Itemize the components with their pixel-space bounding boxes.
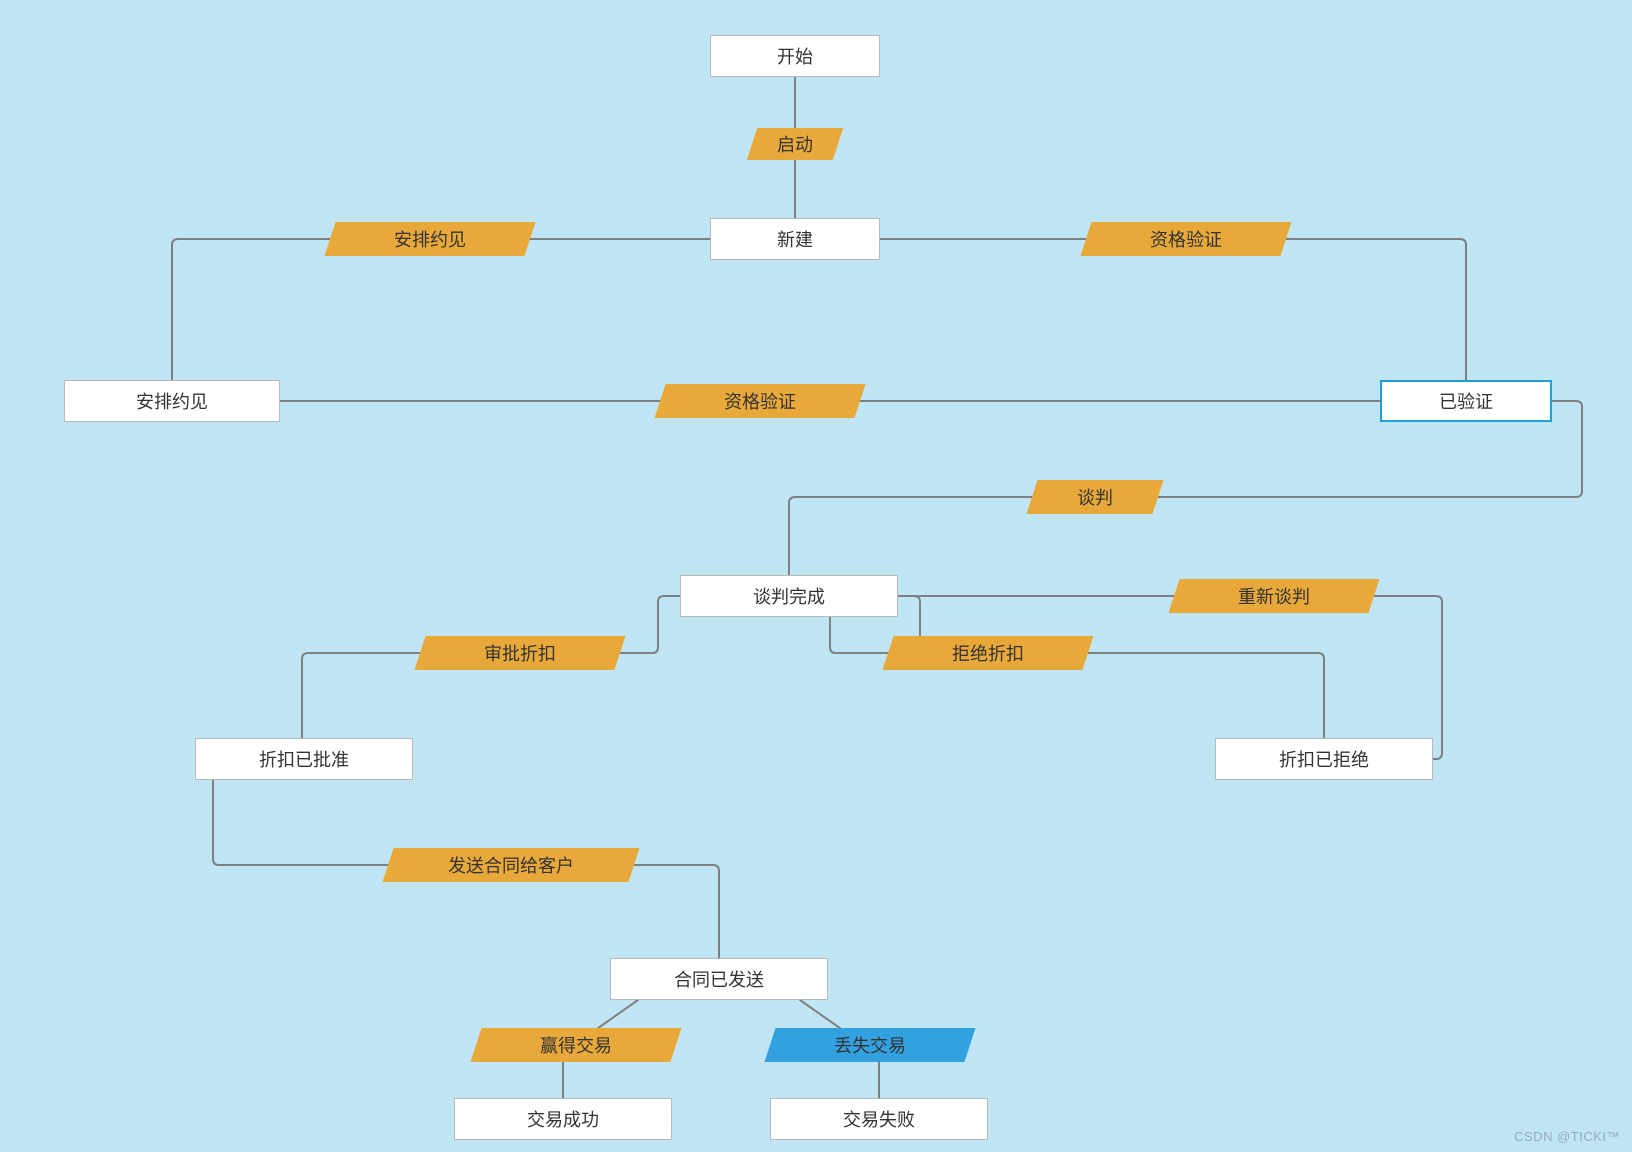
node-label: 合同已发送 — [674, 966, 764, 992]
node-label: 开始 — [777, 43, 813, 69]
transition-t_qualify2[interactable]: 资格验证 — [654, 384, 865, 418]
node-label: 安排约见 — [136, 388, 208, 414]
node-disc_rejected[interactable]: 折扣已拒绝 — [1215, 738, 1433, 780]
node-neg_done[interactable]: 谈判完成 — [680, 575, 898, 617]
transition-label: 资格验证 — [1150, 226, 1222, 252]
watermark-text: CSDN @TICKI™ — [1514, 1129, 1620, 1144]
transition-t_negotiate[interactable]: 谈判 — [1026, 480, 1163, 514]
node-label: 已验证 — [1439, 388, 1493, 414]
transition-t_reneg[interactable]: 重新谈判 — [1168, 579, 1379, 613]
transition-t_win[interactable]: 赢得交易 — [470, 1028, 681, 1062]
transition-t_launch[interactable]: 启动 — [747, 128, 843, 160]
transition-label: 安排约见 — [394, 226, 466, 252]
node-deal_won[interactable]: 交易成功 — [454, 1098, 672, 1140]
transition-label: 启动 — [777, 131, 813, 157]
transition-t_lose[interactable]: 丢失交易 — [764, 1028, 975, 1062]
transition-t_send[interactable]: 发送合同给客户 — [382, 848, 639, 882]
flowchart-canvas: CSDN @TICKI™ 启动安排约见资格验证资格验证谈判审批折扣拒绝折扣重新谈… — [0, 0, 1632, 1152]
transition-label: 发送合同给客户 — [448, 852, 574, 878]
node-label: 折扣已批准 — [259, 746, 349, 772]
transition-label: 重新谈判 — [1238, 583, 1310, 609]
transition-t_qualify1[interactable]: 资格验证 — [1080, 222, 1291, 256]
node-label: 新建 — [777, 226, 813, 252]
node-label: 交易成功 — [527, 1106, 599, 1132]
node-disc_approved[interactable]: 折扣已批准 — [195, 738, 413, 780]
transition-label: 谈判 — [1077, 484, 1113, 510]
transition-label: 资格验证 — [724, 388, 796, 414]
node-start[interactable]: 开始 — [710, 35, 880, 77]
node-deal_lost[interactable]: 交易失败 — [770, 1098, 988, 1140]
transition-t_schedule[interactable]: 安排约见 — [324, 222, 535, 256]
transition-t_approve[interactable]: 审批折扣 — [414, 636, 625, 670]
transition-label: 拒绝折扣 — [952, 640, 1024, 666]
node-verified[interactable]: 已验证 — [1380, 380, 1552, 422]
node-label: 谈判完成 — [753, 583, 825, 609]
node-contract_sent[interactable]: 合同已发送 — [610, 958, 828, 1000]
transition-label: 赢得交易 — [540, 1032, 612, 1058]
node-label: 折扣已拒绝 — [1279, 746, 1369, 772]
transition-label: 审批折扣 — [484, 640, 556, 666]
node-schedule_apt[interactable]: 安排约见 — [64, 380, 280, 422]
transition-label: 丢失交易 — [834, 1032, 906, 1058]
node-label: 交易失败 — [843, 1106, 915, 1132]
node-new[interactable]: 新建 — [710, 218, 880, 260]
transition-t_reject[interactable]: 拒绝折扣 — [882, 636, 1093, 670]
